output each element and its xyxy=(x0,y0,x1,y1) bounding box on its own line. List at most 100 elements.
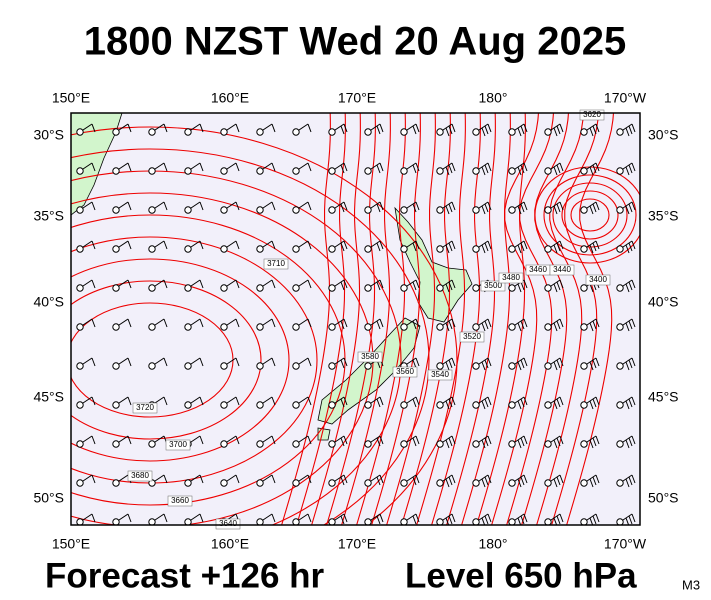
barb-station xyxy=(256,401,264,409)
contour xyxy=(561,190,619,240)
barb-station xyxy=(256,167,264,175)
contour xyxy=(461,113,511,525)
barb-feather xyxy=(517,400,522,410)
barb-station xyxy=(580,362,588,370)
barb-feather xyxy=(487,396,492,406)
barb-station xyxy=(292,323,300,331)
barb-feather xyxy=(523,123,528,133)
barb-feather xyxy=(376,320,381,330)
contour-label: 3480 xyxy=(502,273,520,282)
barb-station xyxy=(580,518,588,525)
barb-feather xyxy=(379,513,384,523)
contour-label-box xyxy=(215,518,241,530)
barb-station xyxy=(364,206,372,214)
barb-feather xyxy=(481,361,486,371)
barb-station xyxy=(184,401,192,409)
barb-feather xyxy=(523,201,528,211)
barb-feather xyxy=(199,240,204,250)
barb-feather xyxy=(487,474,492,484)
barb-feather xyxy=(271,162,276,172)
barb-feather xyxy=(271,435,276,445)
barb-feather xyxy=(451,123,456,133)
barb-feather xyxy=(553,283,558,293)
contour-label-box xyxy=(165,439,191,451)
barb-feather xyxy=(445,127,450,137)
barb-feather xyxy=(376,125,381,135)
lon-label-top: 160°E xyxy=(211,90,249,106)
barb-station xyxy=(220,245,228,253)
barb-feather xyxy=(235,279,240,289)
barb-feather xyxy=(484,203,489,213)
barb-station xyxy=(112,206,120,214)
barb-feather xyxy=(556,359,561,369)
barb-feather xyxy=(553,244,558,254)
lon-label-bottom: 170°E xyxy=(338,536,376,552)
barb-feather xyxy=(517,478,522,488)
barb-feather xyxy=(487,162,492,172)
barb-feather xyxy=(589,283,594,293)
barb-feather xyxy=(553,361,558,371)
barb-feather xyxy=(415,513,420,523)
barb-feather xyxy=(631,474,636,484)
barb-station xyxy=(616,245,624,253)
barb-feather xyxy=(340,476,345,486)
barb-feather xyxy=(625,127,630,137)
barb-feather xyxy=(235,162,240,172)
barb-station xyxy=(436,284,444,292)
barb-feather xyxy=(517,439,522,449)
lon-label-top: 180° xyxy=(479,90,508,106)
barb-feather xyxy=(445,400,450,410)
barb-feather xyxy=(556,320,561,330)
barb-feather xyxy=(307,474,312,484)
barb-feather xyxy=(481,478,486,488)
barb-station xyxy=(508,284,516,292)
barb-feather xyxy=(625,244,630,254)
barb-feather xyxy=(628,437,633,447)
barb-feather xyxy=(484,515,489,525)
barb-feather xyxy=(556,515,561,525)
barb-feather xyxy=(448,515,453,525)
barb-feather xyxy=(631,279,636,289)
barb-station xyxy=(616,479,624,487)
barb-station xyxy=(616,167,624,175)
barb-feather xyxy=(553,322,558,332)
barb-feather xyxy=(481,322,486,332)
barb-station xyxy=(544,206,552,214)
barb-feather xyxy=(448,125,453,135)
contour-label: 3520 xyxy=(463,332,481,341)
barb-station xyxy=(544,362,552,370)
barb-station xyxy=(580,323,588,331)
barb-feather xyxy=(592,437,597,447)
barb-feather xyxy=(445,478,450,488)
barb-feather xyxy=(307,240,312,250)
barb-feather xyxy=(451,474,456,484)
barb-feather xyxy=(379,201,384,211)
barb-feather xyxy=(376,164,381,174)
barb-station xyxy=(472,128,480,136)
barb-station xyxy=(472,401,480,409)
barb-feather xyxy=(631,201,636,211)
barb-feather xyxy=(340,281,345,291)
barb-feather xyxy=(448,398,453,408)
barb-feather xyxy=(520,437,525,447)
barb-feather xyxy=(127,240,132,250)
barb-station xyxy=(508,440,516,448)
barb-feather xyxy=(91,396,96,406)
barb-feather xyxy=(412,398,417,408)
barb-station xyxy=(436,245,444,253)
barb-station xyxy=(184,323,192,331)
contour-label: 3640 xyxy=(219,519,237,528)
barb-station xyxy=(112,518,120,525)
barb-feather xyxy=(556,437,561,447)
barb-station xyxy=(112,284,120,292)
barb-station xyxy=(508,167,516,175)
barb-station xyxy=(328,401,336,409)
barb-feather xyxy=(235,396,240,406)
barb-station xyxy=(328,284,336,292)
barb-feather xyxy=(589,205,594,215)
barb-feather xyxy=(127,279,132,289)
barb-feather xyxy=(343,357,348,367)
barb-feather xyxy=(628,242,633,252)
barb-feather xyxy=(595,123,600,133)
barb-feather xyxy=(523,435,528,445)
